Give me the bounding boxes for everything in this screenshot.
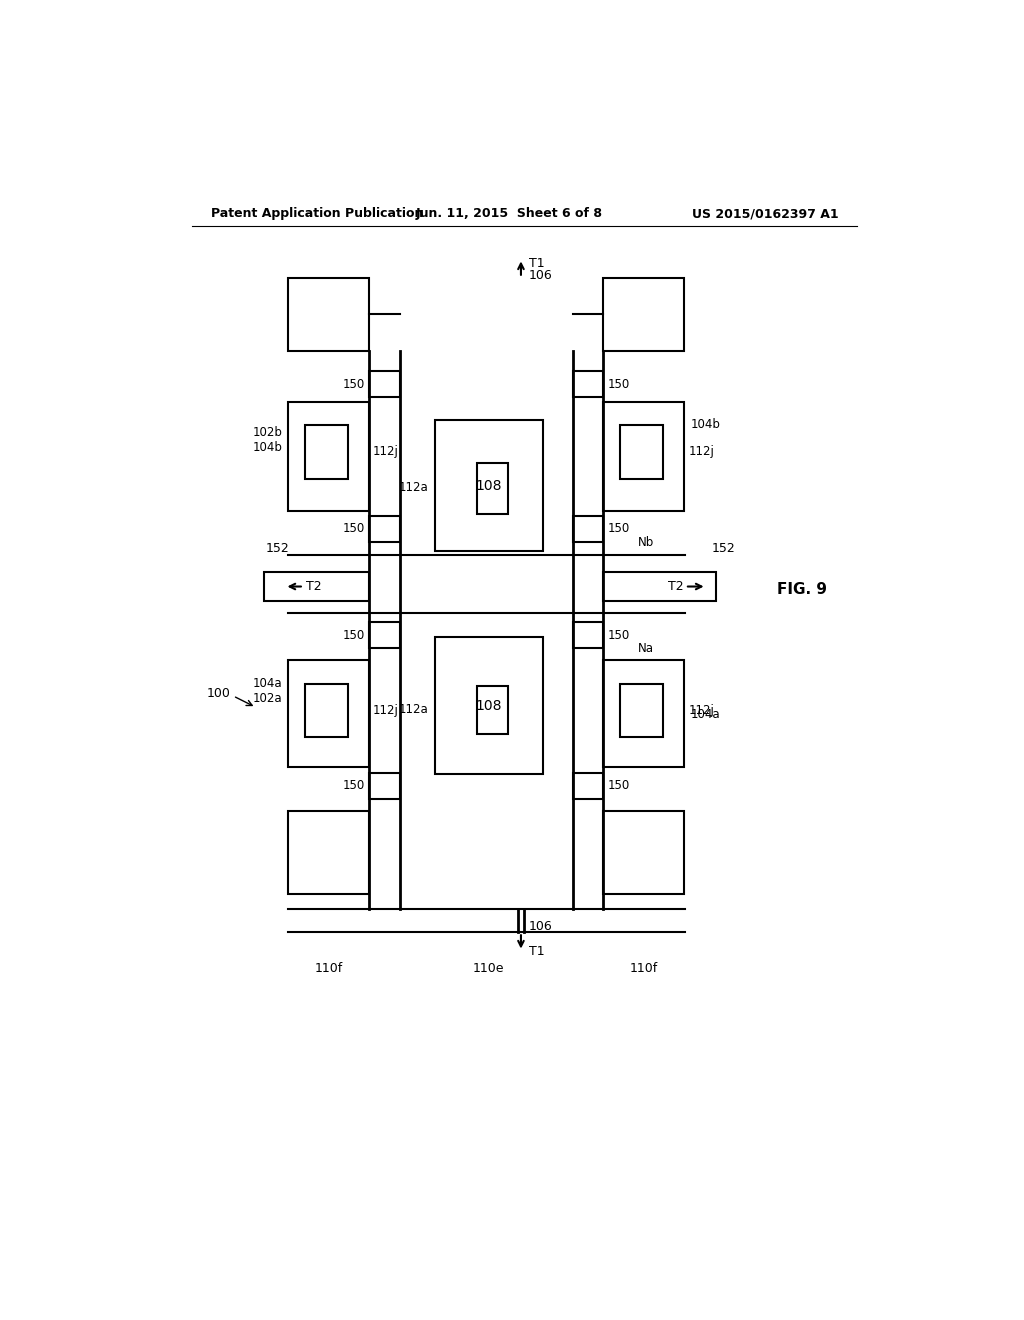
Bar xyxy=(572,516,603,541)
Bar xyxy=(370,622,400,648)
Bar xyxy=(289,660,370,767)
Text: 150: 150 xyxy=(343,523,366,536)
Text: 102b: 102b xyxy=(252,426,283,440)
Text: 106: 106 xyxy=(528,269,552,282)
Bar xyxy=(621,425,663,479)
Text: 150: 150 xyxy=(343,779,366,792)
Text: 110e: 110e xyxy=(473,962,505,975)
Bar xyxy=(289,401,370,511)
Bar xyxy=(370,371,400,397)
Bar xyxy=(477,462,508,515)
Text: 150: 150 xyxy=(607,779,630,792)
Text: FIG. 9: FIG. 9 xyxy=(777,582,827,597)
Text: Patent Application Publication: Patent Application Publication xyxy=(211,207,424,220)
Text: 100: 100 xyxy=(207,686,230,700)
Bar xyxy=(264,572,370,601)
Bar xyxy=(603,277,684,351)
Text: 152: 152 xyxy=(712,543,735,556)
Text: 150: 150 xyxy=(607,523,630,536)
Bar xyxy=(603,572,716,601)
Bar xyxy=(289,277,370,351)
Bar xyxy=(572,622,603,648)
Bar xyxy=(370,774,400,799)
Text: 108: 108 xyxy=(475,479,502,492)
Text: Jun. 11, 2015  Sheet 6 of 8: Jun. 11, 2015 Sheet 6 of 8 xyxy=(416,207,602,220)
Text: Na: Na xyxy=(638,643,654,656)
Text: 110f: 110f xyxy=(630,962,658,975)
Bar xyxy=(435,420,543,552)
Bar xyxy=(603,401,684,511)
Bar xyxy=(477,686,508,734)
Bar xyxy=(305,684,348,738)
Text: 152: 152 xyxy=(265,543,289,556)
Text: 112j: 112j xyxy=(373,704,399,717)
Bar xyxy=(572,371,603,397)
Text: 150: 150 xyxy=(343,378,366,391)
Bar xyxy=(289,810,370,894)
Text: T1: T1 xyxy=(528,256,545,269)
Bar xyxy=(435,638,543,775)
Text: 110f: 110f xyxy=(314,962,343,975)
Bar xyxy=(370,516,400,541)
Text: T1: T1 xyxy=(528,945,545,958)
Text: US 2015/0162397 A1: US 2015/0162397 A1 xyxy=(692,207,839,220)
Bar xyxy=(305,425,348,479)
Text: 150: 150 xyxy=(607,378,630,391)
Bar xyxy=(572,774,603,799)
Text: 112j: 112j xyxy=(689,445,715,458)
Text: 112a: 112a xyxy=(398,482,429,495)
Bar xyxy=(603,810,684,894)
Text: 104b: 104b xyxy=(252,441,283,454)
Bar xyxy=(621,684,663,738)
Text: T2: T2 xyxy=(306,579,322,593)
Text: 108: 108 xyxy=(475,698,502,713)
Text: 150: 150 xyxy=(343,628,366,642)
Text: 104b: 104b xyxy=(691,418,721,432)
Text: 150: 150 xyxy=(607,628,630,642)
Bar xyxy=(603,660,684,767)
Text: 112j: 112j xyxy=(373,445,399,458)
Text: 112a: 112a xyxy=(398,704,429,717)
Text: Nb: Nb xyxy=(638,536,654,549)
Text: 104a: 104a xyxy=(253,677,283,690)
Text: T2: T2 xyxy=(668,579,683,593)
Text: 106: 106 xyxy=(528,920,552,933)
Text: 112j: 112j xyxy=(689,704,715,717)
Text: 104a: 104a xyxy=(691,708,721,721)
Text: 102a: 102a xyxy=(253,693,283,705)
